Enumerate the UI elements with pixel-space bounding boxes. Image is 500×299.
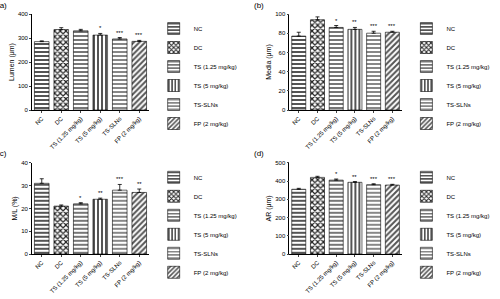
svg-text:Lumen (μm): Lumen (μm) bbox=[8, 43, 16, 81]
svg-text:80: 80 bbox=[279, 30, 286, 36]
svg-text:***: *** bbox=[135, 32, 143, 38]
svg-text:TS (1.25 mg/kg): TS (1.25 mg/kg) bbox=[49, 260, 84, 295]
svg-text:NC: NC bbox=[34, 259, 45, 270]
svg-text:DC: DC bbox=[194, 45, 203, 51]
svg-text:FP (2 mg/kg): FP (2 mg/kg) bbox=[194, 121, 229, 127]
svg-text:200: 200 bbox=[18, 59, 29, 65]
svg-text:DC: DC bbox=[54, 115, 65, 126]
svg-text:30: 30 bbox=[21, 183, 28, 189]
svg-text:20: 20 bbox=[21, 206, 28, 212]
svg-text:TS (1.25 mg/kg): TS (1.25 mg/kg) bbox=[304, 260, 339, 295]
svg-text:TS (5 mg/kg): TS (5 mg/kg) bbox=[74, 116, 103, 145]
svg-text:***: *** bbox=[370, 23, 378, 29]
svg-text:0: 0 bbox=[25, 107, 29, 113]
svg-text:TS (5 mg/kg): TS (5 mg/kg) bbox=[329, 260, 358, 289]
svg-text:FP (2 mg/kg): FP (2 mg/kg) bbox=[113, 116, 142, 145]
svg-text:10: 10 bbox=[21, 228, 28, 234]
svg-text:M/L (%): M/L (%) bbox=[11, 196, 19, 220]
svg-text:TS (5 mg/kg): TS (5 mg/kg) bbox=[446, 232, 481, 238]
svg-text:TS (5 mg/kg): TS (5 mg/kg) bbox=[194, 83, 229, 89]
svg-text:**: ** bbox=[352, 19, 357, 25]
svg-text:FP (2 mg/kg): FP (2 mg/kg) bbox=[113, 260, 142, 289]
svg-text:300: 300 bbox=[18, 35, 29, 41]
svg-text:*: * bbox=[335, 18, 338, 24]
svg-text:NC: NC bbox=[34, 115, 45, 126]
svg-text:***: *** bbox=[116, 30, 124, 36]
svg-text:FP (2 mg/kg): FP (2 mg/kg) bbox=[446, 270, 481, 276]
svg-text:FP (2 mg/kg): FP (2 mg/kg) bbox=[366, 116, 395, 145]
svg-text:NC: NC bbox=[291, 115, 302, 126]
svg-text:***: *** bbox=[388, 23, 396, 29]
svg-text:0: 0 bbox=[282, 107, 286, 113]
svg-text:TS-SLNs: TS-SLNs bbox=[355, 116, 376, 137]
svg-text:100: 100 bbox=[275, 233, 286, 239]
svg-text:TS-SLNs: TS-SLNs bbox=[355, 260, 376, 281]
svg-text:100: 100 bbox=[275, 11, 286, 17]
svg-text:NC: NC bbox=[194, 26, 203, 32]
svg-text:TS-SLNs: TS-SLNs bbox=[194, 102, 218, 108]
svg-text:TS (1.25 mg/kg): TS (1.25 mg/kg) bbox=[446, 64, 489, 70]
svg-text:FP (2 mg/kg): FP (2 mg/kg) bbox=[446, 121, 481, 127]
svg-text:*: * bbox=[79, 195, 82, 201]
svg-text:AR (μm): AR (μm) bbox=[265, 195, 273, 221]
svg-text:NC: NC bbox=[446, 175, 455, 181]
svg-text:60: 60 bbox=[279, 50, 286, 56]
svg-text:TS (1.25 mg/kg): TS (1.25 mg/kg) bbox=[194, 213, 237, 219]
svg-text:TS-SLNs: TS-SLNs bbox=[446, 251, 470, 257]
svg-text:40: 40 bbox=[279, 69, 286, 75]
svg-text:100: 100 bbox=[18, 83, 29, 89]
svg-text:***: *** bbox=[388, 176, 396, 182]
svg-text:TS (5 mg/kg): TS (5 mg/kg) bbox=[329, 116, 358, 145]
svg-text:DC: DC bbox=[54, 259, 65, 270]
svg-text:DC: DC bbox=[194, 194, 203, 200]
svg-text:TS (1.25 mg/kg): TS (1.25 mg/kg) bbox=[446, 213, 489, 219]
svg-text:TS-SLNs: TS-SLNs bbox=[446, 102, 470, 108]
svg-text:***: *** bbox=[370, 176, 378, 182]
svg-text:TS-SLNs: TS-SLNs bbox=[101, 260, 122, 281]
svg-text:TS (1.25 mg/kg): TS (1.25 mg/kg) bbox=[194, 64, 237, 70]
svg-text:DC: DC bbox=[310, 259, 321, 270]
svg-text:TS-SLNs: TS-SLNs bbox=[194, 251, 218, 257]
svg-text:300: 300 bbox=[275, 196, 286, 202]
svg-text:TS (5 mg/kg): TS (5 mg/kg) bbox=[194, 232, 229, 238]
svg-text:***: *** bbox=[116, 176, 124, 182]
svg-text:(b): (b) bbox=[254, 1, 264, 10]
svg-text:(a): (a) bbox=[0, 1, 7, 10]
svg-text:DC: DC bbox=[446, 45, 455, 51]
svg-text:**: ** bbox=[352, 174, 357, 180]
svg-text:NC: NC bbox=[291, 259, 302, 270]
svg-text:TS (1.25 mg/kg): TS (1.25 mg/kg) bbox=[49, 116, 84, 151]
svg-text:400: 400 bbox=[275, 178, 286, 184]
svg-text:40: 40 bbox=[21, 160, 28, 166]
svg-text:*: * bbox=[335, 171, 338, 177]
svg-text:400: 400 bbox=[18, 11, 29, 17]
svg-text:0: 0 bbox=[25, 251, 29, 257]
svg-text:DC: DC bbox=[310, 115, 321, 126]
svg-text:0: 0 bbox=[282, 251, 286, 257]
svg-text:**: ** bbox=[137, 181, 142, 187]
svg-text:20: 20 bbox=[279, 88, 286, 94]
svg-text:500: 500 bbox=[275, 160, 286, 166]
svg-text:(d): (d) bbox=[254, 149, 264, 158]
svg-text:(c): (c) bbox=[0, 149, 7, 158]
svg-text:DC: DC bbox=[446, 194, 455, 200]
svg-text:FP (2 mg/kg): FP (2 mg/kg) bbox=[366, 260, 395, 289]
svg-text:TS (5 mg/kg): TS (5 mg/kg) bbox=[446, 83, 481, 89]
svg-text:NC: NC bbox=[446, 26, 455, 32]
svg-text:**: ** bbox=[98, 190, 103, 196]
svg-text:TS (5 mg/kg): TS (5 mg/kg) bbox=[74, 260, 103, 289]
svg-text:FP (2 mg/kg): FP (2 mg/kg) bbox=[194, 270, 229, 276]
svg-text:TS (1.25 mg/kg): TS (1.25 mg/kg) bbox=[304, 116, 339, 151]
svg-text:200: 200 bbox=[275, 215, 286, 221]
svg-text:TS-SLNs: TS-SLNs bbox=[101, 116, 122, 137]
svg-text:Media (μm): Media (μm) bbox=[265, 44, 273, 80]
svg-text:NC: NC bbox=[194, 175, 203, 181]
svg-text:*: * bbox=[99, 25, 102, 31]
